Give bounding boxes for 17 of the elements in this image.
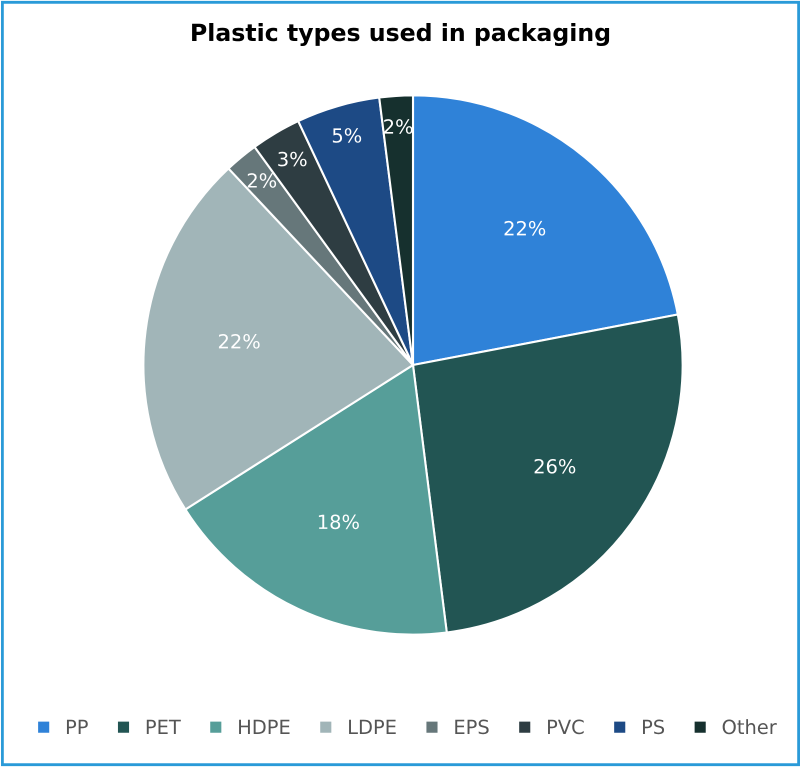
legend-label: LDPE xyxy=(349,720,396,734)
legend-label: HDPE xyxy=(239,720,290,734)
data-label: 2% xyxy=(248,173,276,188)
legend-label: PS xyxy=(643,720,664,734)
legend-label: PET xyxy=(146,720,181,734)
data-label: 5% xyxy=(332,128,362,143)
legend-label: PP xyxy=(66,720,88,734)
legend-label: Other xyxy=(722,719,777,734)
data-label: 3% xyxy=(278,152,307,166)
data-label: 2% xyxy=(384,119,412,134)
chart-title: Plastic types used in packaging xyxy=(192,22,610,46)
data-label: 22% xyxy=(504,220,546,236)
data-label: 22% xyxy=(218,334,260,349)
data-label: 18% xyxy=(318,514,359,530)
data-label: 26% xyxy=(534,458,576,474)
legend-label: PVC xyxy=(548,720,584,734)
legend-label: EPS xyxy=(455,720,489,734)
